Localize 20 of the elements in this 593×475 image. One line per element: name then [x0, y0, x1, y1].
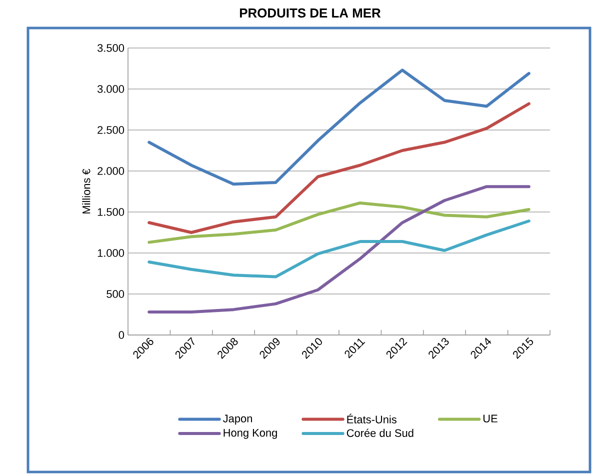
line-series	[148, 185, 530, 314]
y-tick-label: 3.000	[97, 85, 124, 93]
line-series	[148, 102, 530, 234]
y-axis-title: Millions €	[82, 168, 90, 214]
y-tick-label: 2.500	[98, 126, 124, 134]
chart-title: PRODUITS DE LA MER	[240, 8, 381, 18]
legend-label: Corée du Sud	[346, 428, 414, 437]
y-tick-label: 500	[106, 290, 124, 298]
legend-label: États-Unis	[347, 414, 396, 424]
y-tick-label: 0	[118, 331, 124, 339]
legend-label: Japon	[223, 414, 252, 425]
y-tick-label: 1.500	[98, 208, 124, 216]
line-series	[148, 68, 530, 186]
line-series	[148, 220, 530, 278]
line-series	[148, 201, 530, 244]
y-tick-label: 3.500	[97, 44, 124, 52]
legend-label: Hong Kong	[224, 429, 277, 439]
legend-label: UE	[483, 414, 498, 422]
y-tick-label: 2.000	[98, 167, 124, 175]
y-tick-label: 1.000	[98, 249, 124, 257]
